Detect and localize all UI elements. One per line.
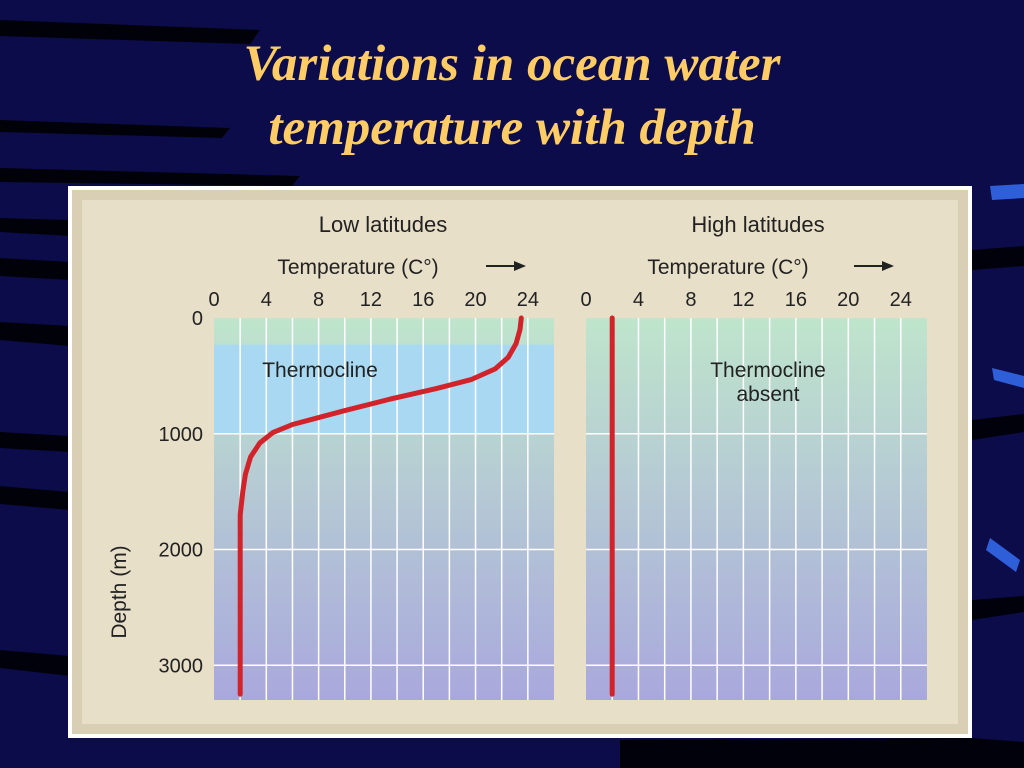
high-latitudes-xlabel: Temperature (C°) <box>647 256 808 279</box>
low-latitudes-x-tick-label: 8 <box>313 289 324 311</box>
low-latitudes-x-tick-label: 20 <box>464 289 486 311</box>
depth-tick-label: 1000 <box>159 424 204 446</box>
slide-title-line-2: temperature with depth <box>268 100 756 156</box>
low-latitudes-x-tick-label: 24 <box>517 289 539 311</box>
thermocline-absent-label-line-2: absent <box>736 383 799 406</box>
low-latitudes-x-tick-label: 0 <box>208 289 219 311</box>
high-latitudes-grid <box>586 318 927 700</box>
low-latitudes-ylabel: Depth (m) <box>108 545 131 638</box>
high-latitudes-x-tick-label: 24 <box>890 289 912 311</box>
low-latitudes-title: Low latitudes <box>319 212 447 237</box>
figure-panel: Low latitudes Temperature (C°) 0 4 8 12 16 20… <box>68 186 972 738</box>
low-latitudes-temperature-line <box>237 315 524 697</box>
slide-title: Variations in ocean water temperature wi… <box>0 32 1024 160</box>
high-latitudes-plot-area <box>586 318 927 700</box>
low-latitudes-xlabel: Temperature (C°) <box>277 256 438 279</box>
low-latitudes-xlabel-arrow <box>486 261 526 271</box>
low-latitudes-x-tick-label: 12 <box>360 289 382 311</box>
high-latitudes-x-tick-label: 20 <box>837 289 859 311</box>
depth-tick-label: 2000 <box>159 540 204 562</box>
high-latitudes-x-tick-label: 0 <box>580 289 591 311</box>
low-latitudes-x-tick-label: 16 <box>412 289 434 311</box>
depth-tick-label: 3000 <box>159 655 204 677</box>
depth-tick-label: 0 <box>192 308 203 330</box>
thermocline-label: Thermocline <box>262 359 378 382</box>
high-latitudes-x-tick-label: 8 <box>685 289 696 311</box>
thermocline-absent-label-line-1: Thermocline <box>710 359 826 382</box>
high-latitudes-x-tick-label: 16 <box>785 289 807 311</box>
high-latitudes-title: High latitudes <box>691 212 824 237</box>
high-latitudes-x-tick-label: 4 <box>633 289 644 311</box>
low-latitudes-x-tick-label: 4 <box>261 289 272 311</box>
high-latitudes-panel: High latitudes Temperature (C°) 0 4 8 12 16 2… <box>580 212 927 700</box>
high-latitudes-x-tick-label: 12 <box>732 289 754 311</box>
low-latitudes-panel: Low latitudes Temperature (C°) 0 4 8 12 16 20… <box>108 212 554 700</box>
high-latitudes-xlabel-arrow <box>854 261 894 271</box>
slide-title-line-1: Variations in ocean water <box>243 36 781 92</box>
thermocline-band <box>214 344 554 434</box>
